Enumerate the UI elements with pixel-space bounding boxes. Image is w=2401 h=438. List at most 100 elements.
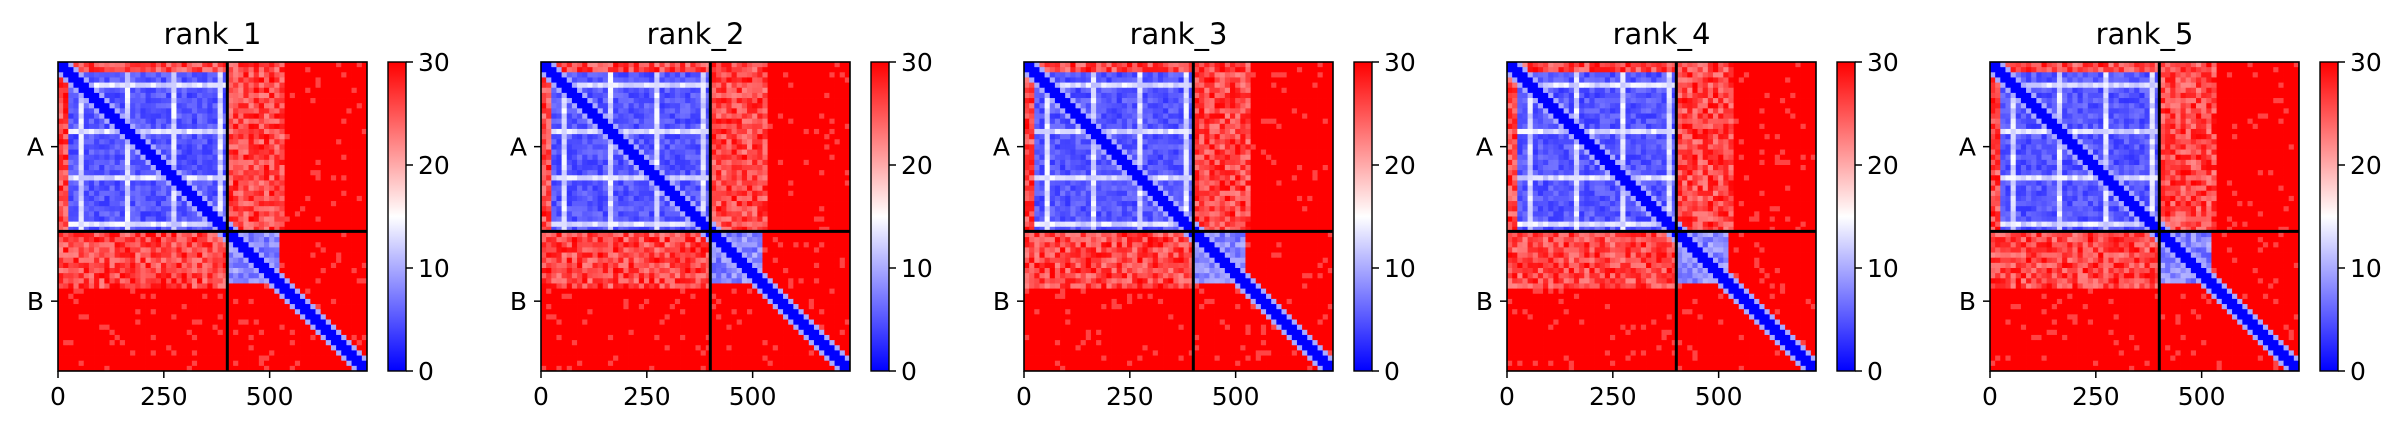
heatmap-cell <box>289 123 296 130</box>
heatmap-cell <box>633 62 640 68</box>
heatmap-cell <box>119 190 126 197</box>
heatmap-cell <box>305 231 311 238</box>
heatmap-cell <box>227 92 234 99</box>
heatmap-cell <box>264 128 270 135</box>
heatmap-cell <box>207 268 213 274</box>
heatmap-cell <box>73 314 79 320</box>
heatmap-cell <box>243 252 249 259</box>
heatmap-cell <box>140 345 146 351</box>
heatmap-cell <box>104 139 110 145</box>
heatmap-cell <box>829 144 835 150</box>
heatmap-cell <box>300 247 306 253</box>
heatmap-cell <box>222 324 229 331</box>
heatmap-cell <box>813 72 820 78</box>
heatmap-cell <box>119 185 126 192</box>
heatmap-cell <box>341 365 347 372</box>
heatmap-cell <box>68 221 74 228</box>
colorbar-tick-label: 0 <box>418 357 434 386</box>
heatmap-cell <box>63 201 69 207</box>
heatmap-cell <box>202 350 208 356</box>
heatmap-cell <box>752 128 758 135</box>
heatmap-cell <box>171 365 177 372</box>
heatmap-cell <box>844 170 851 176</box>
heatmap-cell <box>253 67 260 73</box>
heatmap-cell <box>284 262 291 269</box>
heatmap-cell <box>541 62 547 68</box>
heatmap-cell <box>305 118 311 125</box>
heatmap-cell <box>741 87 748 94</box>
heatmap-cell <box>731 72 738 78</box>
heatmap-cell <box>829 139 835 145</box>
heatmap-cell <box>294 350 301 356</box>
heatmap-cell <box>181 278 188 284</box>
heatmap-cell <box>305 278 311 284</box>
heatmap-cell <box>197 175 203 181</box>
heatmap-cell <box>171 123 177 130</box>
heatmap-cell <box>145 257 152 264</box>
heatmap-cell <box>109 149 116 156</box>
heatmap-cell <box>757 62 763 68</box>
heatmap-cell <box>124 77 131 83</box>
heatmap-cell <box>269 340 275 346</box>
heatmap-cell <box>99 288 105 295</box>
heatmap-cell <box>233 350 239 356</box>
heatmap-cell <box>145 304 152 310</box>
heatmap-cell <box>607 144 614 150</box>
heatmap-cell <box>253 165 260 171</box>
heatmap-cell <box>803 98 810 104</box>
heatmap-cell <box>582 77 588 83</box>
heatmap-cell <box>767 87 774 94</box>
heatmap-cell <box>669 134 676 140</box>
heatmap-cell <box>258 340 265 346</box>
heatmap-cell <box>669 149 676 156</box>
heatmap-cell <box>356 221 363 228</box>
heatmap-cell <box>824 98 830 104</box>
heatmap-cell <box>726 134 732 140</box>
heatmap-cell <box>253 268 260 274</box>
heatmap-cell <box>664 92 671 99</box>
heatmap-cell <box>824 128 830 135</box>
heatmap-cell <box>135 190 141 197</box>
heatmap-cell <box>341 273 347 279</box>
heatmap-cell <box>109 273 116 279</box>
heatmap-cell <box>94 278 100 284</box>
heatmap-cell <box>264 334 270 341</box>
heatmap-cell <box>233 257 239 264</box>
heatmap-cell <box>325 268 332 274</box>
heatmap-cell <box>310 72 316 78</box>
heatmap-cell <box>731 108 738 114</box>
heatmap-cell <box>233 118 239 125</box>
heatmap-cell <box>310 231 316 238</box>
heatmap-cell <box>130 175 136 181</box>
heatmap-cell <box>336 262 342 269</box>
heatmap-cell <box>577 134 583 140</box>
heatmap-cell <box>844 103 851 109</box>
heatmap-cell <box>336 329 342 336</box>
heatmap-cell <box>736 92 743 99</box>
heatmap-cell <box>716 62 722 68</box>
heatmap-cell <box>783 144 789 150</box>
heatmap-cell <box>238 257 244 264</box>
heatmap-cell <box>602 62 609 68</box>
heatmap-cell <box>289 216 296 223</box>
heatmap-cell <box>310 268 316 274</box>
heatmap-cell <box>222 149 229 156</box>
heatmap-cell <box>197 345 203 351</box>
heatmap-cell <box>83 262 90 269</box>
heatmap-cell <box>264 283 270 289</box>
heatmap-cell <box>253 144 260 150</box>
heatmap-cell <box>88 72 95 78</box>
heatmap-cell <box>294 118 301 125</box>
heatmap-cell <box>212 252 219 259</box>
heatmap-cell <box>83 231 90 238</box>
heatmap-cell <box>279 154 285 161</box>
heatmap-cell <box>269 159 275 166</box>
heatmap-cell <box>130 340 136 346</box>
heatmap-cell <box>88 226 95 233</box>
heatmap-cell <box>124 355 131 362</box>
heatmap-cell <box>202 283 208 289</box>
heatmap-cell <box>341 123 347 130</box>
heatmap-cell <box>294 226 301 233</box>
heatmap-cell <box>99 139 105 145</box>
heatmap-cell <box>325 201 332 207</box>
